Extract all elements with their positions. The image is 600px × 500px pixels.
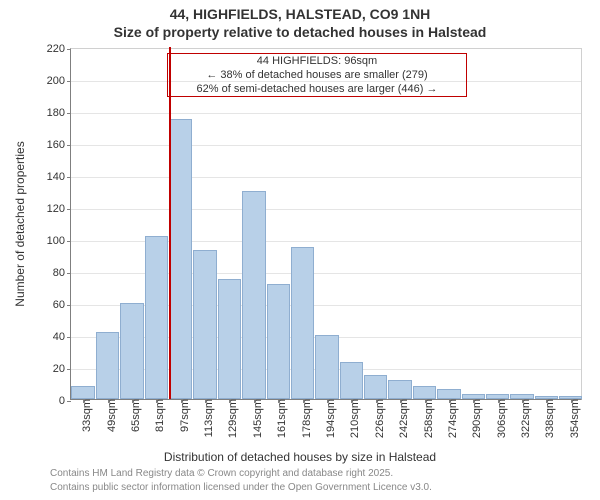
y-tick-label: 40 xyxy=(53,331,71,343)
x-tick-label: 145sqm xyxy=(250,399,264,438)
histogram-bar xyxy=(437,389,460,399)
histogram-bar xyxy=(145,236,168,399)
gridline xyxy=(71,177,581,178)
x-tick-label: 113sqm xyxy=(201,399,215,437)
chart-title-line1: 44, HIGHFIELDS, HALSTEAD, CO9 1NH xyxy=(0,6,600,22)
y-tick-label: 60 xyxy=(53,299,71,311)
histogram-bar xyxy=(218,279,241,399)
histogram-bar xyxy=(315,335,338,399)
x-tick-label: 129sqm xyxy=(225,399,239,438)
x-tick-label: 49sqm xyxy=(104,399,118,432)
footer-attribution-2: Contains public sector information licen… xyxy=(0,482,600,493)
x-tick-label: 97sqm xyxy=(177,399,191,432)
footer-attribution-1: Contains HM Land Registry data © Crown c… xyxy=(0,468,600,479)
y-tick-label: 180 xyxy=(47,107,71,119)
histogram-bar xyxy=(291,247,314,399)
histogram-bar xyxy=(388,380,411,399)
x-tick-label: 194sqm xyxy=(323,399,337,438)
x-axis-label: Distribution of detached houses by size … xyxy=(0,450,600,464)
y-tick-label: 20 xyxy=(53,363,71,375)
x-tick-label: 33sqm xyxy=(79,399,93,432)
histogram-bar xyxy=(242,191,265,399)
y-tick-label: 220 xyxy=(47,43,71,55)
histogram-bar xyxy=(169,119,192,399)
histogram-bar xyxy=(364,375,387,399)
histogram-bar xyxy=(71,386,94,399)
x-tick-label: 258sqm xyxy=(421,399,435,438)
x-tick-label: 210sqm xyxy=(347,399,361,438)
histogram-bar xyxy=(96,332,119,399)
x-tick-label: 226sqm xyxy=(372,399,386,438)
y-tick-label: 120 xyxy=(47,203,71,215)
histogram-bar xyxy=(413,386,436,399)
reference-line xyxy=(169,47,171,399)
y-tick-label: 200 xyxy=(47,75,71,87)
callout-text: 44 HIGHFIELDS: 96sqm xyxy=(172,55,462,69)
histogram-bar xyxy=(510,394,533,399)
x-tick-label: 161sqm xyxy=(274,399,288,438)
histogram-bar xyxy=(193,250,216,399)
gridline xyxy=(71,209,581,210)
histogram-bar xyxy=(267,284,290,399)
y-tick-label: 0 xyxy=(59,395,71,407)
x-tick-label: 338sqm xyxy=(542,399,556,438)
x-tick-label: 306sqm xyxy=(494,399,508,438)
histogram-bar xyxy=(535,396,558,399)
gridline xyxy=(71,145,581,146)
y-axis-label: Number of detached properties xyxy=(13,141,27,306)
callout-text: 62% of semi-detached houses are larger (… xyxy=(172,83,462,97)
histogram-bar xyxy=(462,394,485,399)
x-tick-label: 65sqm xyxy=(128,399,142,432)
y-tick-label: 140 xyxy=(47,171,71,183)
callout-text: ← 38% of detached houses are smaller (27… xyxy=(172,69,462,83)
histogram-bar xyxy=(120,303,143,399)
callout-box: 44 HIGHFIELDS: 96sqm← 38% of detached ho… xyxy=(167,53,467,97)
gridline xyxy=(71,113,581,114)
x-tick-label: 290sqm xyxy=(469,399,483,438)
histogram-bar xyxy=(559,396,582,399)
plot-area: 02040608010012014016018020022033sqm49sqm… xyxy=(70,48,582,400)
x-tick-label: 242sqm xyxy=(396,399,410,438)
histogram-bar xyxy=(340,362,363,399)
x-tick-label: 354sqm xyxy=(567,399,581,438)
chart-title-line2: Size of property relative to detached ho… xyxy=(0,24,600,40)
x-tick-label: 322sqm xyxy=(518,399,532,438)
y-tick-label: 160 xyxy=(47,139,71,151)
y-tick-label: 100 xyxy=(47,235,71,247)
y-tick-label: 80 xyxy=(53,267,71,279)
x-tick-label: 178sqm xyxy=(299,399,313,438)
x-tick-label: 274sqm xyxy=(445,399,459,438)
histogram-bar xyxy=(486,394,509,399)
x-tick-label: 81sqm xyxy=(152,399,166,432)
